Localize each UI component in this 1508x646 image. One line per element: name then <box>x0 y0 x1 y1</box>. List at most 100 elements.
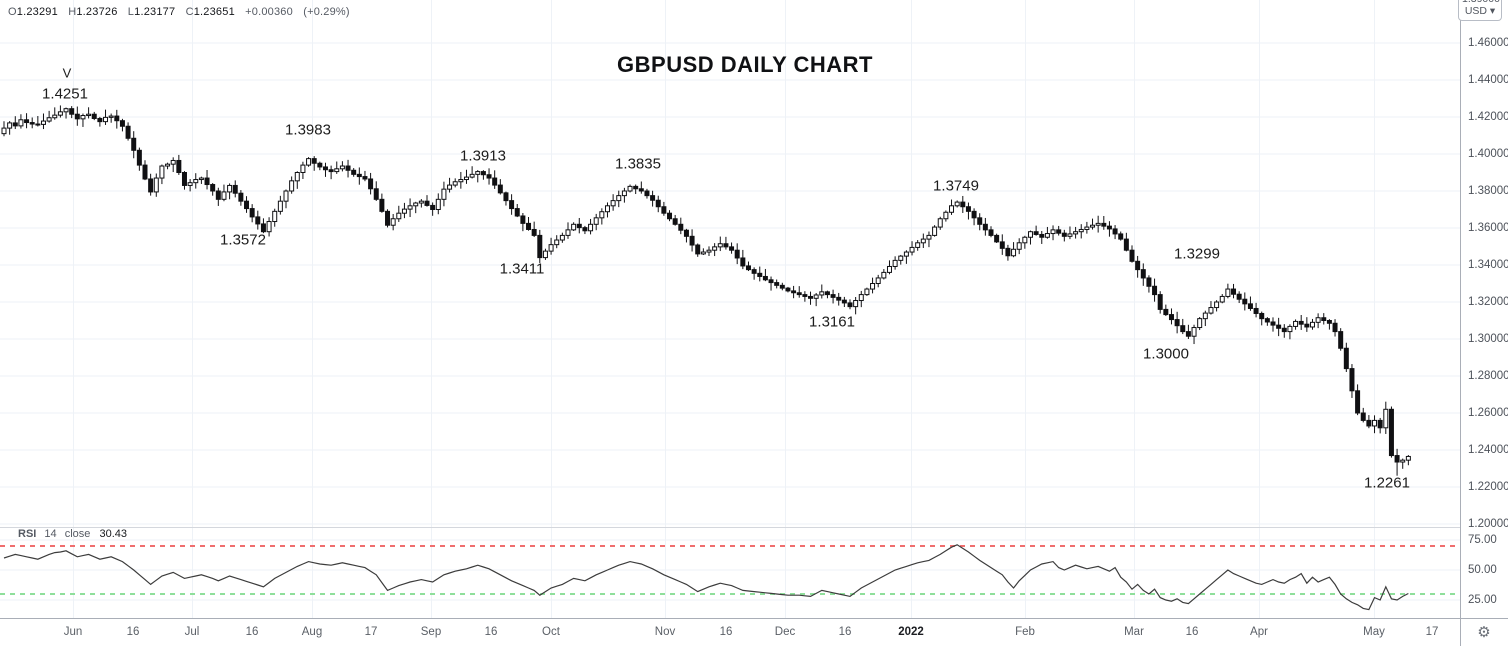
candlestick <box>808 291 814 305</box>
time-axis-label: 17 <box>364 626 378 638</box>
candlestick <box>1095 215 1101 233</box>
price-axis-label: 1.40000 <box>1468 148 1508 160</box>
candlestick <box>232 180 238 198</box>
candlestick <box>965 202 971 220</box>
time-axis-label: 16 <box>1185 626 1199 638</box>
settings-gear-button[interactable]: ⚙ <box>1460 618 1508 646</box>
candlestick <box>542 248 548 260</box>
candlestick <box>1326 319 1332 330</box>
candlestick <box>215 187 221 206</box>
candlestick <box>1338 328 1344 351</box>
candlestick <box>480 170 486 180</box>
gear-icon: ⚙ <box>1477 624 1491 641</box>
candlestick <box>582 225 588 235</box>
currency-selector[interactable]: USD ▾ <box>1462 5 1498 17</box>
candlestick <box>181 171 187 190</box>
candlestick <box>695 243 701 257</box>
rsi-axis-label: 50.00 <box>1468 564 1497 576</box>
candlestick <box>7 121 13 135</box>
candlestick <box>114 109 120 129</box>
candlestick <box>289 176 295 194</box>
candlestick <box>272 208 278 227</box>
candlestick <box>1276 317 1282 337</box>
close-key: C <box>185 6 194 18</box>
candlestick <box>24 113 30 129</box>
candlestick <box>1078 224 1084 239</box>
time-axis-label: 16 <box>484 626 498 638</box>
candlestick <box>565 222 571 239</box>
swing-label: 1.3161 <box>809 313 855 331</box>
candles-layer <box>1 105 1411 476</box>
candlestick <box>452 178 458 188</box>
time-axis-label: Jul <box>184 626 200 638</box>
price-scale-settings[interactable]: 1.39000 USD ▾ <box>1458 0 1502 21</box>
candlestick <box>74 106 80 126</box>
candlestick <box>165 162 171 170</box>
candlestick <box>176 154 182 175</box>
candlestick <box>571 222 577 232</box>
price-axis-label: 1.42000 <box>1468 111 1508 123</box>
candlestick <box>785 286 791 293</box>
candlestick <box>729 242 735 254</box>
candlestick <box>46 110 52 123</box>
candlestick <box>514 204 520 218</box>
rsi-value: 30.43 <box>99 528 127 540</box>
time-axis-label: Apr <box>1250 626 1268 638</box>
candlestick <box>1281 324 1287 338</box>
time-axis-label: Nov <box>654 626 676 638</box>
candlestick <box>1298 315 1304 330</box>
candlestick <box>306 157 312 167</box>
candlestick <box>723 236 729 250</box>
candlestick <box>221 184 227 202</box>
price-axis[interactable]: 1.46000 1.44000 1.42000 1.40000 1.38000 1.360… <box>1460 0 1508 618</box>
candlestick <box>559 232 565 243</box>
candlestick <box>830 289 836 304</box>
swing-label: 1.3572 <box>220 231 266 249</box>
candlestick <box>396 205 402 222</box>
candlestick <box>475 170 481 183</box>
ohlc-readout[interactable]: O1.23291 H1.23726 L1.23177 C1.23651 +0.0… <box>8 6 350 18</box>
candlestick <box>12 116 18 130</box>
candlestick <box>627 184 633 193</box>
candlestick <box>1231 283 1237 299</box>
candlestick <box>136 147 142 171</box>
rsi-readout[interactable]: RSI 14 close 30.43 <box>18 528 127 540</box>
candlestick <box>1174 311 1180 334</box>
candlestick <box>1101 216 1107 230</box>
candlestick <box>977 213 983 231</box>
candlestick <box>1400 458 1406 469</box>
candlestick <box>1168 308 1174 325</box>
high-key: H <box>68 6 77 18</box>
candlestick <box>249 204 255 223</box>
candlestick <box>994 233 1000 243</box>
candlestick <box>35 116 41 127</box>
candlestick <box>1253 302 1259 318</box>
candlestick <box>678 217 684 235</box>
candlestick <box>311 156 317 171</box>
candlestick <box>1214 300 1220 312</box>
price-axis-label: 1.44000 <box>1468 74 1508 86</box>
candlestick <box>1061 229 1067 242</box>
candlestick <box>91 111 97 121</box>
price-axis-label: 1.20000 <box>1468 518 1508 530</box>
candlestick <box>762 268 768 282</box>
pane-separator[interactable] <box>0 527 1460 528</box>
time-axis-label: 2022 <box>898 626 924 638</box>
candlestick <box>621 187 627 203</box>
candlestick <box>362 170 368 182</box>
candlestick <box>238 190 244 206</box>
candlestick <box>734 243 740 265</box>
candlestick <box>858 290 864 308</box>
time-axis[interactable]: Jun 16 Jul 16 Aug 17 Sep 16 Oct Nov 16 Dec 16 2022 Feb… <box>0 618 1460 646</box>
candlestick <box>796 286 802 298</box>
candlestick <box>1270 317 1276 332</box>
candlestick <box>1039 230 1045 244</box>
candlestick <box>317 161 323 171</box>
candlestick <box>610 194 616 211</box>
candlestick <box>616 190 622 208</box>
time-axis-label: Dec <box>774 626 796 638</box>
candlestick <box>1287 324 1293 340</box>
candlestick <box>277 195 283 215</box>
candlestick <box>751 267 757 280</box>
